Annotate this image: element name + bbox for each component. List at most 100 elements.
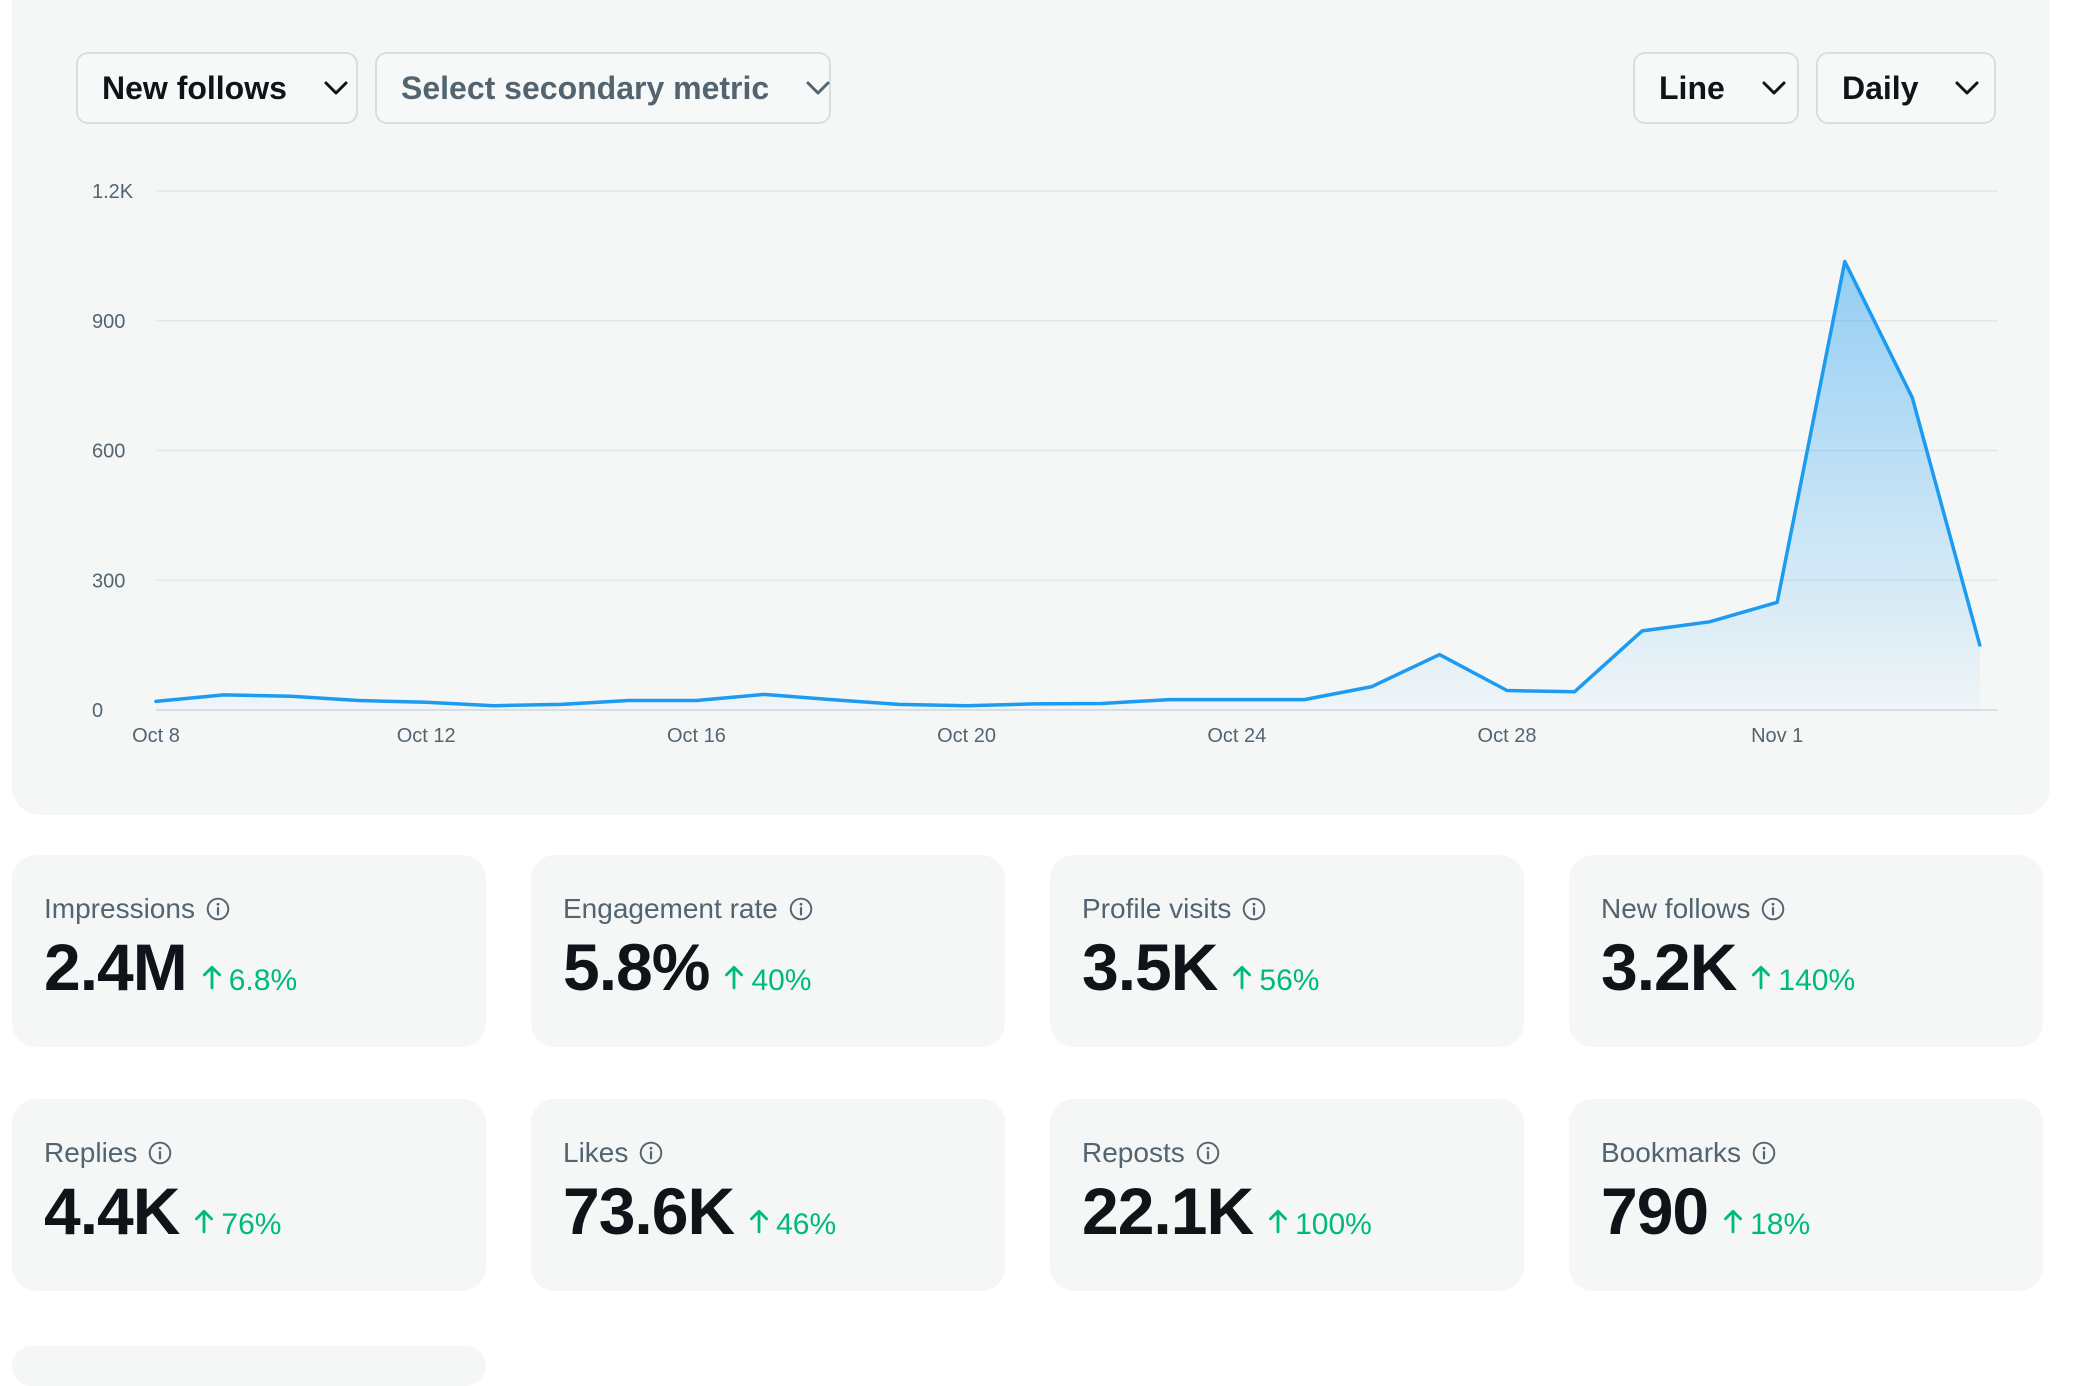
data-point (1028, 698, 1040, 710)
metric-value: 5.8% (563, 930, 710, 1004)
metric-change-value: 46% (776, 1208, 837, 1241)
chart-type-dropdown[interactable]: Line (1633, 52, 1799, 124)
metric-change-value: 76% (221, 1208, 282, 1241)
metric-change-value: 56% (1259, 964, 1320, 997)
metric-card-replies[interactable]: Replies 4.4K 76% (12, 1099, 486, 1291)
data-point (1501, 685, 1513, 697)
metric-label: New follows (1601, 893, 1751, 924)
x-tick-label: Oct 8 (132, 725, 180, 747)
chevron-down-icon (324, 81, 348, 95)
chevron-down-icon (1955, 81, 1979, 95)
metric-card-bookmarks[interactable]: Bookmarks 790 18% (1569, 1099, 2043, 1291)
info-icon[interactable] (1195, 1140, 1221, 1166)
x-tick-label: Oct 28 (1478, 725, 1537, 747)
metric-body: 22.1K 100% (1082, 1175, 1524, 1248)
data-point (1839, 255, 1851, 267)
arrow-up-icon (1722, 1208, 1750, 1234)
metric-value: 4.4K (44, 1174, 180, 1248)
metric-card-engagement-rate[interactable]: Engagement rate 5.8% 40% (531, 855, 1005, 1047)
chevron-down-icon (1762, 81, 1786, 95)
metric-label: Impressions (44, 893, 195, 924)
info-icon[interactable] (788, 896, 814, 922)
data-point (1096, 698, 1108, 710)
info-icon[interactable] (1760, 896, 1786, 922)
metric-header: Reposts (1082, 1135, 1524, 1171)
metric-value: 73.6K (563, 1174, 735, 1248)
metric-body: 5.8% 40% (563, 931, 1005, 1004)
metric-card-new-follows[interactable]: New follows 3.2K 140% (1569, 855, 2043, 1047)
data-point (488, 700, 500, 712)
y-tick-label: 600 (92, 441, 125, 463)
data-point (218, 689, 230, 701)
primary-metric-dropdown[interactable]: New follows (76, 52, 358, 124)
metric-label: Likes (563, 1137, 629, 1168)
arrow-up-icon (1267, 1208, 1295, 1234)
metric-change-value: 140% (1778, 964, 1856, 997)
metric-card-likes[interactable]: Likes 73.6K 46% (531, 1099, 1005, 1291)
metric-change-value: 40% (751, 964, 812, 997)
metric-change: 40% (723, 964, 811, 998)
metric-change: 18% (1722, 1208, 1810, 1242)
metric-body: 73.6K 46% (563, 1175, 1005, 1248)
metric-header: Engagement rate (563, 891, 1005, 927)
interval-label: Daily (1842, 69, 1919, 106)
y-tick-label: 1.2K (92, 181, 134, 203)
arrow-up-icon (193, 1208, 221, 1234)
y-tick-label: 900 (92, 311, 125, 333)
data-point (1974, 639, 1986, 651)
primary-metric-label: New follows (102, 69, 287, 106)
info-icon[interactable] (1241, 896, 1267, 922)
interval-dropdown[interactable]: Daily (1816, 52, 1996, 124)
info-icon[interactable] (638, 1140, 664, 1166)
arrow-up-icon (1231, 964, 1259, 990)
data-point (420, 696, 432, 708)
data-point (1569, 686, 1581, 698)
metric-change: 56% (1231, 964, 1319, 998)
metric-header: Replies (44, 1135, 486, 1171)
info-icon[interactable] (147, 1140, 173, 1166)
metric-header: Impressions (44, 891, 486, 927)
metric-header: Likes (563, 1135, 1005, 1171)
chart-panel: New follows Select secondary metric Line… (12, 0, 2050, 815)
metric-change: 140% (1750, 964, 1855, 998)
secondary-metric-dropdown[interactable]: Select secondary metric (375, 52, 831, 124)
x-tick-label: Oct 16 (667, 725, 726, 747)
metric-value: 22.1K (1082, 1174, 1254, 1248)
metric-value: 790 (1601, 1174, 1709, 1248)
metric-body: 4.4K 76% (44, 1175, 486, 1248)
chart-type-label: Line (1659, 69, 1725, 106)
metric-body: 790 18% (1601, 1175, 2043, 1248)
data-point (353, 694, 365, 706)
arrow-up-icon (748, 1208, 776, 1234)
metric-change: 46% (748, 1208, 836, 1242)
info-icon[interactable] (1751, 1140, 1777, 1166)
data-point (1298, 694, 1310, 706)
metric-value: 2.4M (44, 930, 188, 1004)
data-point (1433, 649, 1445, 661)
metric-header: New follows (1601, 891, 2043, 927)
metric-value: 3.2K (1601, 930, 1737, 1004)
data-point (1906, 392, 1918, 404)
y-tick-label: 300 (92, 570, 125, 592)
data-point (690, 694, 702, 706)
secondary-metric-placeholder: Select secondary metric (401, 69, 770, 106)
metric-card-profile-visits[interactable]: Profile visits 3.5K 56% (1050, 855, 1524, 1047)
data-point (623, 694, 635, 706)
info-icon[interactable] (205, 896, 231, 922)
metric-card-reposts[interactable]: Reposts 22.1K 100% (1050, 1099, 1524, 1291)
metric-card-impressions[interactable]: Impressions 2.4M 6.8% (12, 855, 486, 1047)
series-line (154, 259, 1982, 708)
data-point (826, 694, 838, 706)
metric-body: 2.4M 6.8% (44, 931, 486, 1004)
series-area (156, 261, 1980, 710)
metric-label: Reposts (1082, 1137, 1185, 1168)
chevron-down-icon (806, 81, 830, 95)
metric-header: Bookmarks (1601, 1135, 2043, 1171)
data-point (1231, 694, 1243, 706)
metric-label: Profile visits (1082, 893, 1232, 924)
metric-change: 100% (1267, 1208, 1372, 1242)
metric-change-value: 6.8% (228, 964, 298, 997)
metric-change: 6.8% (201, 964, 297, 998)
data-point (961, 700, 973, 712)
